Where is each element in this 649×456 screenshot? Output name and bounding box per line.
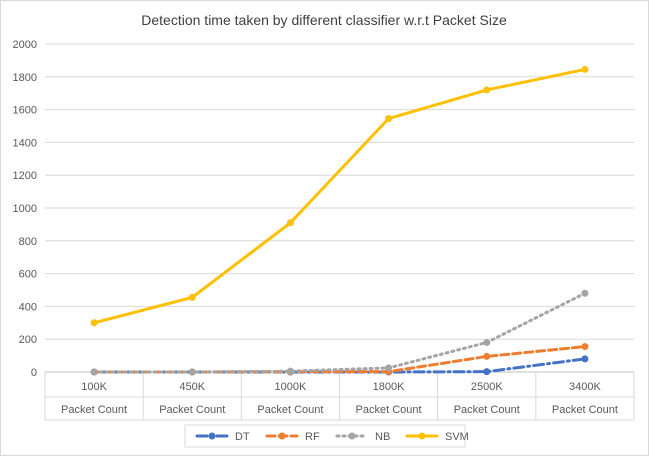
- y-tick-label: 1600: [13, 105, 37, 117]
- legend-marker-dt: [208, 432, 216, 440]
- data-point-nb: [90, 368, 98, 376]
- legend-marker-nb: [348, 432, 356, 440]
- data-point-dt: [581, 355, 589, 363]
- data-point-svm: [581, 65, 589, 73]
- legend-label-nb: NB: [375, 431, 390, 443]
- y-tick-label: 0: [31, 367, 37, 379]
- x-group-label: Packet Count: [552, 404, 618, 416]
- chart-title: Detection time taken by different classi…: [141, 12, 507, 28]
- data-point-rf: [483, 352, 491, 360]
- series-line-rf: [92, 345, 587, 374]
- x-tick-label: 450K: [179, 381, 205, 393]
- y-tick-label: 2000: [13, 39, 37, 51]
- data-point-svm: [90, 319, 98, 327]
- y-tick-label: 1200: [13, 170, 37, 182]
- legend-marker-rf: [278, 432, 286, 440]
- y-tick-label: 200: [19, 334, 37, 346]
- y-tick-label: 800: [19, 236, 37, 248]
- x-tick-label: 1000K: [275, 381, 307, 393]
- x-group-label: Packet Count: [356, 404, 422, 416]
- data-point-nb: [483, 338, 491, 346]
- x-tick-label: 100K: [81, 381, 107, 393]
- legend-box: [184, 424, 466, 448]
- x-tick-label: 2500K: [471, 381, 503, 393]
- y-tick-label: 600: [19, 269, 37, 281]
- data-point-nb: [385, 364, 393, 372]
- y-tick-label: 1400: [13, 137, 37, 149]
- legend: DT RF NB SVM: [184, 424, 469, 448]
- data-point-svm: [286, 219, 294, 227]
- x-group-label: Packet Count: [454, 404, 520, 416]
- series-line-nb: [92, 291, 587, 374]
- legend-label-svm: SVM: [445, 431, 469, 443]
- data-point-nb: [286, 367, 294, 375]
- legend-label-dt: DT: [235, 431, 250, 443]
- data-point-svm: [385, 115, 393, 123]
- x-group-label: Packet Count: [61, 404, 127, 416]
- y-tick-label: 400: [19, 301, 37, 313]
- series-line-svm: [92, 67, 587, 325]
- gridlines: [45, 43, 634, 340]
- x-tick-label: 1800K: [373, 381, 405, 393]
- data-point-nb: [581, 289, 589, 297]
- x-axis: 100K Packet Count 450K Packet Count 1000K Pac…: [44, 371, 635, 421]
- legend-marker-svm: [418, 432, 426, 440]
- y-tick-label: 1800: [13, 72, 37, 84]
- y-axis: 0 200 400 600 800 1000 1200 1400 1600 1800 2000: [13, 39, 37, 379]
- data-point-rf: [581, 343, 589, 351]
- data-point-svm: [188, 293, 196, 301]
- data-point-svm: [483, 86, 491, 94]
- x-group-label: Packet Count: [159, 404, 225, 416]
- y-tick-label: 1000: [13, 203, 37, 215]
- data-point-dt: [483, 368, 491, 376]
- x-tick-label: 3400K: [569, 381, 601, 393]
- legend-label-rf: RF: [305, 431, 320, 443]
- x-group-label: Packet Count: [257, 404, 323, 416]
- series-layer: [90, 65, 589, 376]
- data-point-nb: [188, 368, 196, 376]
